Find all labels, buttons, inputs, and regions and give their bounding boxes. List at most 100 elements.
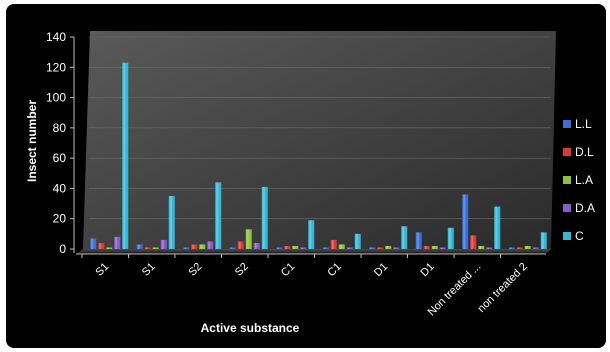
bar-highlight (208, 241, 211, 249)
bar-da-5 (346, 247, 353, 249)
bar-ll-1 (136, 244, 143, 249)
bar-highlight (200, 244, 203, 249)
bar-la-7 (431, 245, 438, 249)
bar-highlight (463, 194, 466, 249)
bar-highlight (448, 227, 451, 249)
bar-highlight (184, 247, 187, 249)
bar-highlight (309, 220, 312, 249)
x-tick-label: S2 (233, 261, 251, 279)
bars-group (90, 62, 547, 249)
bar-dl-7 (423, 245, 430, 249)
bar-c-0 (122, 62, 129, 249)
bar-highlight (216, 182, 219, 249)
bar-c-9 (540, 232, 547, 249)
bar-c-1 (168, 196, 175, 249)
bar-highlight (293, 245, 296, 249)
bar-c-3 (261, 186, 268, 249)
bar-ll-7 (415, 232, 422, 249)
x-tick-label: D1 (372, 261, 390, 279)
bar-da-8 (486, 247, 493, 249)
x-tick-label: S1 (140, 261, 158, 279)
bar-highlight (487, 247, 490, 249)
bar-la-2 (199, 244, 206, 249)
bar-la-3 (245, 229, 252, 249)
legend-swatch (563, 148, 571, 156)
bar-highlight (246, 229, 249, 249)
bar-highlight (153, 247, 156, 249)
y-axis-ticks: 0 20 40 60 80 100 120 140 (46, 30, 75, 256)
bar-highlight (107, 247, 110, 249)
bar-dl-0 (98, 242, 105, 249)
bar-da-7 (439, 247, 446, 249)
bar-dl-5 (330, 239, 337, 249)
legend-label: C (575, 229, 584, 243)
legend-label: D.L (575, 145, 594, 159)
bar-la-6 (385, 245, 392, 249)
bar-ll-0 (90, 238, 97, 249)
bar-highlight (471, 235, 474, 249)
plot-back-wall (83, 31, 556, 249)
bar-ll-2 (183, 247, 190, 249)
bar-highlight (123, 62, 126, 249)
bar-dl-3 (237, 241, 244, 249)
bar-highlight (137, 244, 140, 249)
bar-c-4 (308, 220, 315, 249)
legend-swatch (563, 204, 571, 212)
y-tick-label: 20 (53, 212, 67, 226)
bar-highlight (495, 206, 498, 249)
bar-dl-6 (377, 247, 384, 249)
legend-label: L.A (575, 173, 593, 187)
bar-highlight (230, 247, 233, 249)
bar-la-9 (524, 245, 531, 249)
bar-ll-9 (508, 247, 515, 249)
bar-highlight (169, 196, 172, 249)
bar-da-0 (114, 236, 121, 249)
bar-da-3 (253, 242, 260, 249)
y-tick-label: 140 (46, 30, 66, 44)
legend: L.L D.L L.A D.A C (563, 117, 595, 243)
bar-highlight (479, 245, 482, 249)
bar-da-1 (160, 239, 167, 249)
y-tick-label: 80 (53, 121, 67, 135)
bar-highlight (533, 247, 536, 249)
x-tick-label: D1 (418, 261, 436, 279)
bar-highlight (277, 247, 280, 249)
legend-label: D.A (575, 201, 595, 215)
bar-highlight (432, 245, 435, 249)
bar-highlight (424, 245, 427, 249)
bar-highlight (238, 241, 241, 249)
y-tick-label: 100 (46, 91, 66, 105)
legend-swatch (563, 176, 571, 184)
bar-highlight (91, 238, 94, 249)
x-tick-label: S2 (186, 261, 204, 279)
y-axis-title: Insect number (25, 100, 39, 182)
bar-highlight (370, 247, 373, 249)
bar-highlight (525, 245, 528, 249)
bar-highlight (541, 232, 544, 249)
bar-da-4 (300, 247, 307, 249)
bar-ll-3 (229, 247, 236, 249)
bar-dl-8 (470, 235, 477, 249)
gridlines (89, 36, 551, 220)
bar-dl-9 (516, 247, 523, 249)
bar-highlight (285, 245, 288, 249)
x-tick-label: C1 (325, 261, 343, 279)
bar-highlight (331, 239, 334, 249)
bar-la-1 (152, 247, 159, 249)
bar-highlight (355, 233, 358, 249)
bar-la-4 (292, 245, 299, 249)
bar-da-6 (393, 247, 400, 249)
bar-c-5 (354, 233, 361, 249)
bar-highlight (115, 236, 118, 249)
bar-ll-4 (276, 247, 283, 249)
x-tick-label: non treated 2 (476, 261, 530, 315)
bar-dl-2 (191, 244, 198, 249)
bar-c-7 (447, 227, 454, 249)
bar-highlight (394, 247, 397, 249)
bar-highlight (99, 242, 102, 249)
bar-c-2 (215, 182, 222, 249)
y-tick-label: 0 (59, 242, 66, 256)
bar-highlight (254, 242, 257, 249)
x-tick-label: C1 (279, 261, 297, 279)
